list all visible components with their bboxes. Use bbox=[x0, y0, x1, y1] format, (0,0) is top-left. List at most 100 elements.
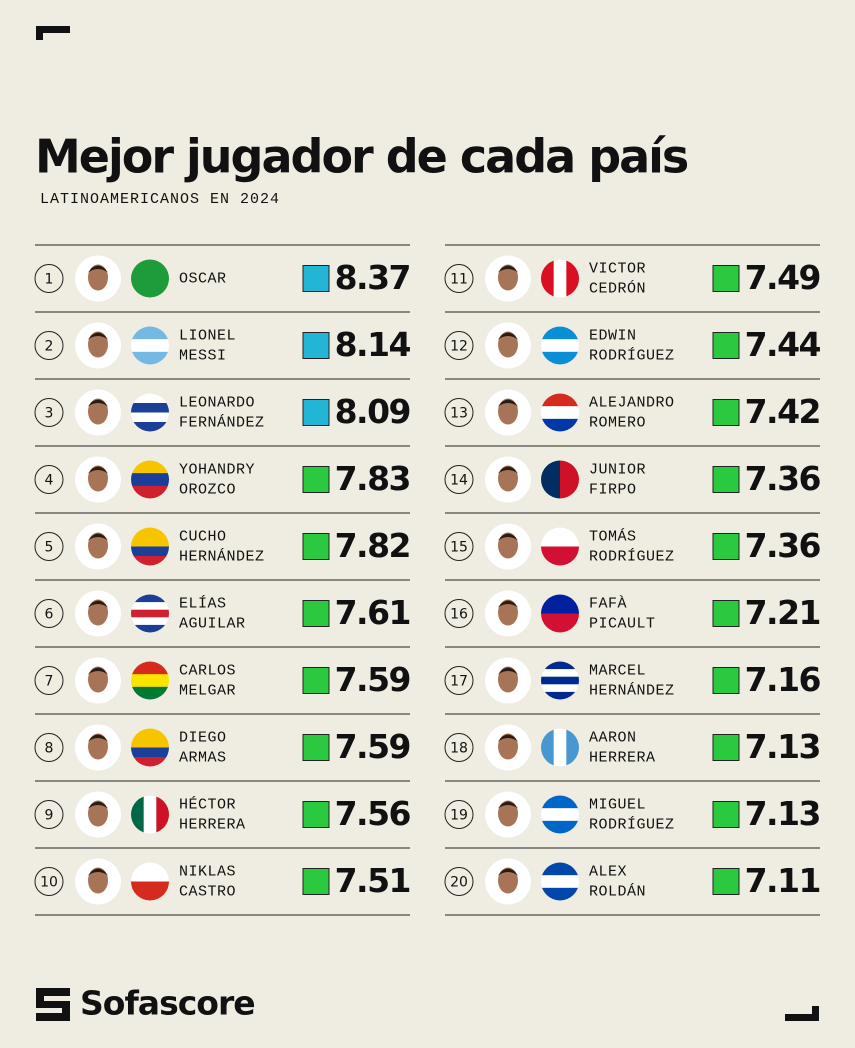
player-head bbox=[88, 733, 108, 760]
player-name: MESSI bbox=[179, 347, 227, 364]
player-name: MARCEL bbox=[589, 662, 646, 679]
rating-badge bbox=[302, 265, 330, 292]
rank-circle bbox=[444, 264, 474, 293]
rating-badge bbox=[712, 332, 740, 359]
flag-stripe bbox=[541, 820, 579, 834]
player-head bbox=[498, 666, 518, 693]
rating-badge bbox=[712, 734, 740, 761]
player-head bbox=[498, 599, 518, 626]
player-name: FAFÀ bbox=[589, 594, 627, 612]
flag-stripe bbox=[131, 326, 169, 340]
flag-stripe bbox=[560, 460, 579, 499]
rank-circle bbox=[34, 800, 64, 829]
rating-badge bbox=[712, 265, 740, 292]
flag-stripe bbox=[143, 795, 157, 834]
flag-stripe bbox=[541, 875, 579, 889]
player-row: 19 MIGUEL RODRÍGUEZ 7.13 bbox=[444, 780, 822, 838]
flag bbox=[131, 594, 169, 633]
rank: 1 bbox=[45, 272, 54, 288]
player-head bbox=[498, 867, 518, 894]
player-name: NIKLAS bbox=[179, 863, 236, 880]
player-hair bbox=[88, 466, 108, 474]
flag-stripe bbox=[541, 460, 561, 499]
player-name: ELÍAS bbox=[179, 594, 227, 612]
flag-stripe bbox=[131, 556, 169, 566]
rank: 7 bbox=[45, 674, 54, 690]
player-hair bbox=[88, 734, 108, 742]
rating-badge bbox=[712, 801, 740, 828]
rank-circle bbox=[444, 465, 474, 494]
player-name: RODRÍGUEZ bbox=[589, 346, 675, 364]
rating: 7.13 bbox=[745, 794, 820, 833]
flag-stripe bbox=[131, 259, 169, 298]
flag-stripe bbox=[553, 728, 567, 767]
player-name: HÉCTOR bbox=[179, 795, 236, 813]
player-row: 20 ALEX ROLDÁN 7.11 bbox=[444, 847, 822, 916]
rating: 7.59 bbox=[335, 727, 410, 766]
player-row: 5 CUCHO HERNÁNDEZ 7.82 bbox=[34, 512, 412, 570]
rating-badge bbox=[712, 466, 740, 493]
flag bbox=[131, 728, 169, 767]
flag bbox=[541, 460, 579, 499]
player-row: 8 DIEGO ARMAS 7.59 bbox=[34, 713, 412, 771]
rank: 5 bbox=[45, 540, 54, 556]
player-head bbox=[88, 867, 108, 894]
rank: 4 bbox=[45, 473, 54, 489]
rating: 7.16 bbox=[745, 660, 821, 699]
flag-stripe bbox=[541, 527, 579, 547]
player-name: VICTOR bbox=[589, 260, 646, 277]
player-hair bbox=[498, 600, 518, 608]
rating-badge bbox=[712, 868, 740, 895]
rank-circle bbox=[444, 532, 474, 561]
flag-stripe bbox=[131, 485, 169, 499]
player-name: LEONARDO bbox=[179, 394, 255, 411]
flag-stripe bbox=[131, 674, 169, 688]
flag-stripe bbox=[131, 412, 169, 423]
rank-circle bbox=[34, 398, 64, 427]
player-hair bbox=[88, 600, 108, 608]
player-hair bbox=[88, 399, 108, 407]
flag-stripe bbox=[131, 728, 169, 739]
player-head bbox=[88, 465, 108, 492]
player-name: ALEX bbox=[589, 863, 627, 880]
player-head bbox=[88, 800, 108, 827]
flag-stripe bbox=[131, 617, 169, 626]
rank-circle bbox=[34, 465, 64, 494]
rating-badge bbox=[302, 332, 330, 359]
player-row: 11 VICTOR CEDRÓN 7.49 bbox=[444, 244, 822, 302]
flag bbox=[541, 594, 579, 633]
flag bbox=[131, 661, 169, 700]
rank-circle bbox=[34, 532, 64, 561]
rating: 8.14 bbox=[335, 325, 411, 364]
rank: 19 bbox=[450, 808, 468, 824]
flag-stripe bbox=[541, 728, 555, 767]
rank-circle bbox=[444, 398, 474, 427]
rating-badge bbox=[712, 533, 740, 560]
rating-badge bbox=[712, 667, 740, 694]
rank-circle bbox=[444, 733, 474, 762]
flag-stripe bbox=[541, 691, 579, 700]
rating: 7.13 bbox=[745, 727, 820, 766]
flag-stripe bbox=[541, 546, 579, 566]
flag bbox=[541, 862, 579, 901]
player-name: ROLDÁN bbox=[589, 882, 646, 900]
player-row: 7 CARLOS MELGAR 7.59 bbox=[34, 646, 412, 704]
flag bbox=[131, 862, 169, 901]
rank: 15 bbox=[450, 540, 468, 556]
player-row: 14 JUNIOR FIRPO 7.36 bbox=[444, 445, 822, 503]
player-hair bbox=[498, 466, 518, 474]
player-name: TOMÁS bbox=[589, 527, 637, 545]
flag bbox=[541, 728, 579, 767]
player-head bbox=[88, 666, 108, 693]
rank-circle bbox=[444, 800, 474, 829]
subtitle: LATINOAMERICANOS EN 2024 bbox=[40, 191, 280, 208]
flag-stripe bbox=[131, 460, 169, 474]
flag-stripe bbox=[541, 684, 579, 693]
player-name: YOHANDRY bbox=[179, 461, 255, 478]
rating-badge bbox=[302, 600, 330, 627]
flag-stripe bbox=[131, 609, 169, 618]
flag-stripe bbox=[541, 259, 555, 298]
player-row: 16 FAFÀ PICAULT 7.21 bbox=[444, 579, 822, 637]
rating-badge bbox=[302, 868, 330, 895]
title: Mejor jugador de cada país bbox=[35, 130, 688, 184]
